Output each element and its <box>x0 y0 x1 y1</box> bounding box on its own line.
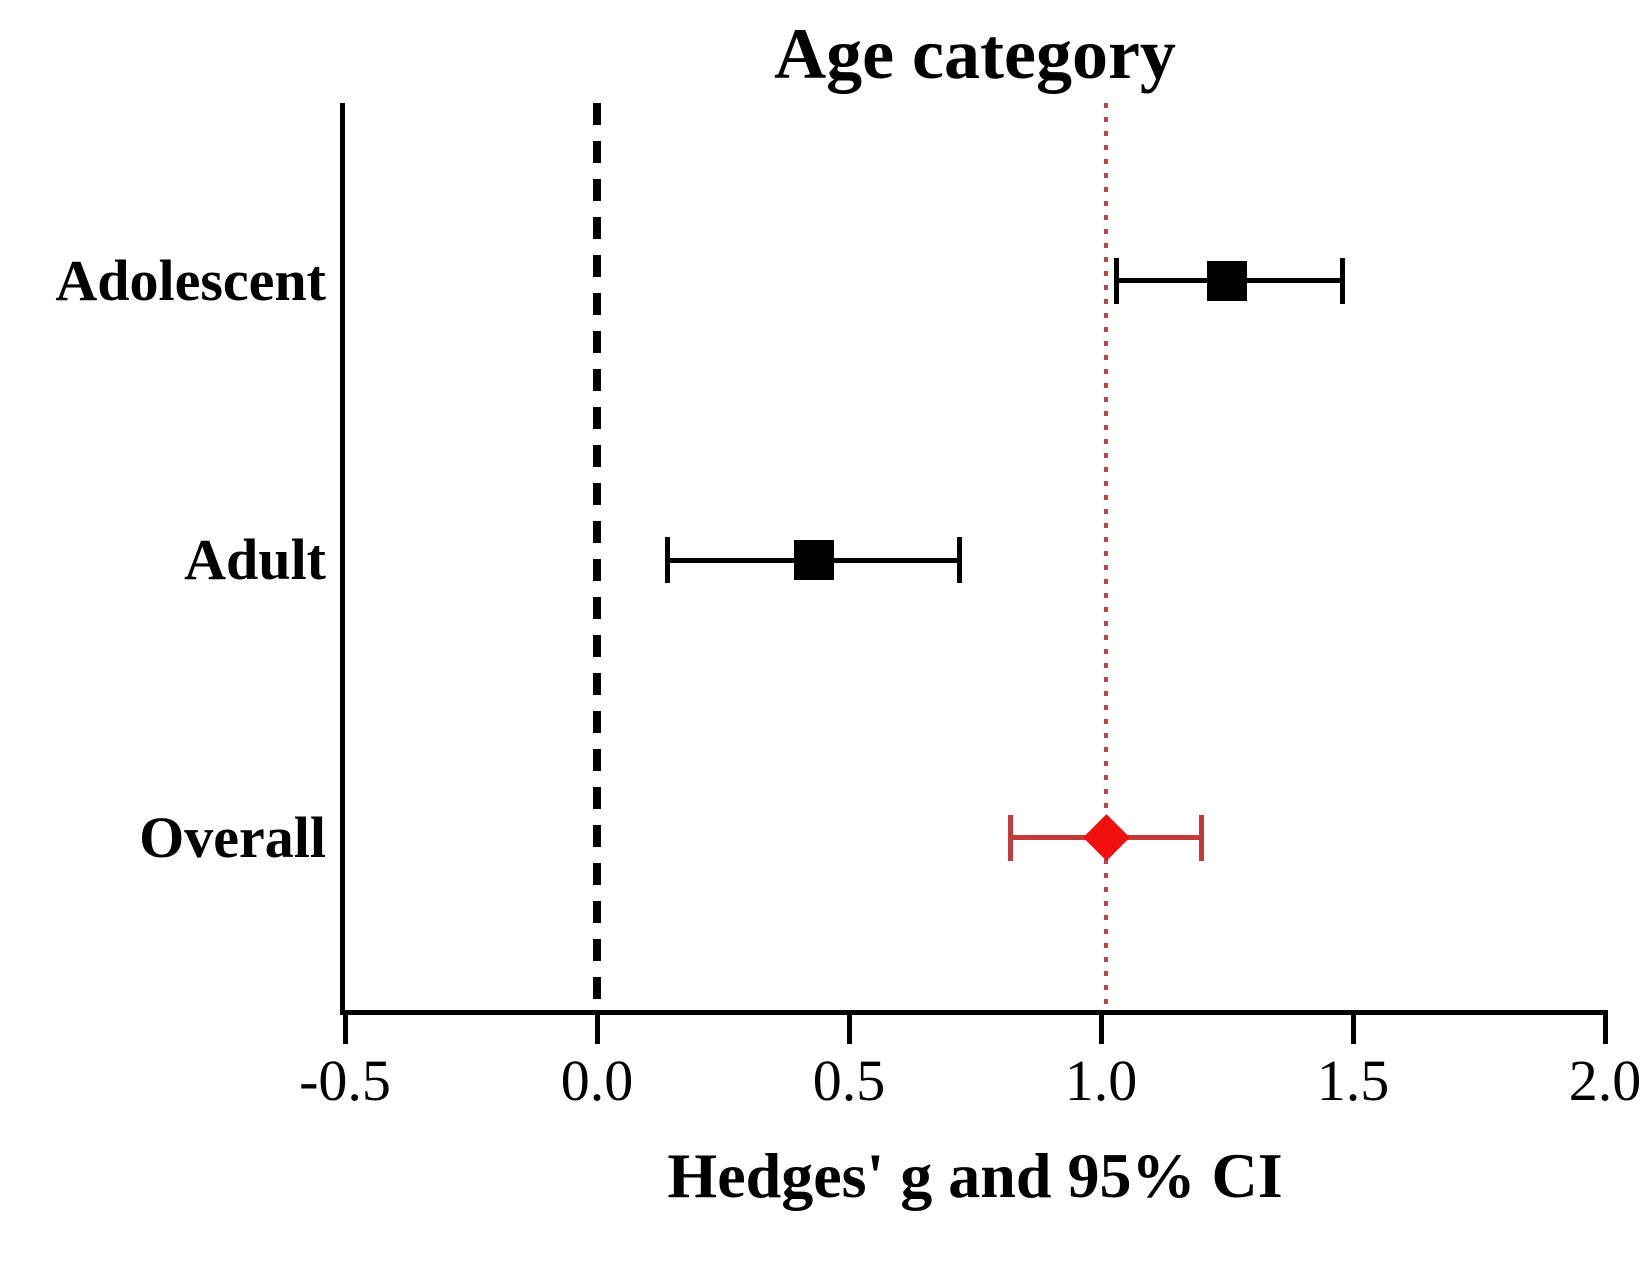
null-effect-line <box>593 103 601 1010</box>
ci-cap-right <box>957 537 963 584</box>
category-label-adolescent: Adolescent <box>55 247 326 313</box>
x-tick-mark <box>846 1010 852 1044</box>
ci-cap-left <box>1113 257 1119 304</box>
x-tick-mark <box>594 1010 600 1044</box>
x-tick-label: 0.5 <box>812 1048 886 1113</box>
point-marker-diamond <box>1082 814 1130 861</box>
x-tick-mark <box>1098 1010 1104 1044</box>
ci-cap-right <box>1340 257 1346 304</box>
x-tick-label: -0.5 <box>299 1048 391 1113</box>
x-tick-mark <box>342 1010 348 1044</box>
chart-title: Age category <box>774 14 1176 94</box>
ci-cap-left <box>665 537 671 584</box>
category-label-overall: Overall <box>139 804 326 870</box>
plot-area: -0.5 0.0 0.5 1.0 1.5 2.0 <box>299 103 1640 1112</box>
x-tick-label: 1.0 <box>1064 1048 1138 1113</box>
x-tick-mark <box>1350 1010 1356 1044</box>
x-tick-label: 2.0 <box>1568 1048 1640 1113</box>
x-tick-label: 1.5 <box>1316 1048 1390 1113</box>
x-tick-mark <box>1602 1010 1608 1044</box>
x-tick-label: 0.0 <box>560 1048 634 1113</box>
category-label-adult: Adult <box>184 527 326 593</box>
point-marker-square <box>1207 260 1247 301</box>
overall-estimate-line <box>1104 103 1109 1010</box>
ci-cap-right <box>1199 814 1205 861</box>
point-marker-square <box>793 540 834 581</box>
ci-cap-left <box>1007 814 1013 861</box>
x-axis-label: Hedges' g and 95% CI <box>667 1140 1283 1211</box>
